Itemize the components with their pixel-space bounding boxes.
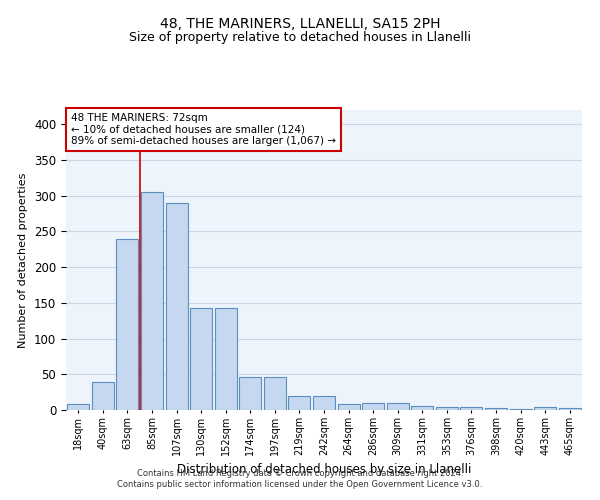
Bar [362,403,384,410]
Bar [485,408,507,410]
Bar [215,308,237,410]
Text: Contains HM Land Registry data © Crown copyright and database right 2024.: Contains HM Land Registry data © Crown c… [137,468,463,477]
Bar [289,396,310,410]
Bar [116,238,139,410]
Bar [338,404,359,410]
Bar [67,404,89,410]
Bar [386,403,409,410]
Text: 48, THE MARINERS, LLANELLI, SA15 2PH: 48, THE MARINERS, LLANELLI, SA15 2PH [160,18,440,32]
Bar [411,406,433,410]
Text: 48 THE MARINERS: 72sqm
← 10% of detached houses are smaller (124)
89% of semi-de: 48 THE MARINERS: 72sqm ← 10% of detached… [71,113,336,146]
X-axis label: Distribution of detached houses by size in Llanelli: Distribution of detached houses by size … [177,464,471,476]
Text: Size of property relative to detached houses in Llanelli: Size of property relative to detached ho… [129,31,471,44]
Bar [313,396,335,410]
Y-axis label: Number of detached properties: Number of detached properties [19,172,28,348]
Bar [559,408,581,410]
Bar [92,382,114,410]
Bar [239,377,262,410]
Bar [460,407,482,410]
Bar [141,192,163,410]
Bar [534,407,556,410]
Bar [190,308,212,410]
Bar [166,203,188,410]
Text: Contains public sector information licensed under the Open Government Licence v3: Contains public sector information licen… [118,480,482,489]
Bar [436,407,458,410]
Bar [264,377,286,410]
